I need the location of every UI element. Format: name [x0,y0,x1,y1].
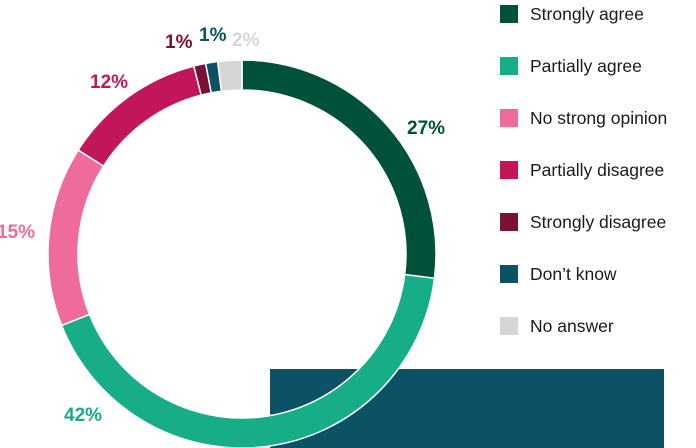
legend-item-no-strong-opinion: No strong opinion [500,107,696,129]
legend-item-partially-agree: Partially agree [500,55,696,77]
legend-swatch-partially-disagree [500,161,518,179]
label-no-answer: 2% [232,30,260,51]
legend-swatch-strongly-disagree [500,213,518,231]
legend-label-partially-disagree: Partially disagree [530,159,665,180]
legend-label-no-strong-opinion: No strong opinion [530,107,668,128]
legend: Strongly agree Partially agree No strong… [500,3,696,367]
legend-swatch-dont-know [500,265,518,283]
donut-slice-no-strong-opinion [47,149,105,327]
legend-item-partially-disagree: Partially disagree [500,159,696,181]
legend-label-strongly-agree: Strongly agree [530,3,644,24]
donut-slices [47,59,437,448]
label-no-strong-opinion: 15% [0,222,35,243]
legend-swatch-no-strong-opinion [500,109,518,127]
legend-item-strongly-agree: Strongly agree [500,3,696,25]
legend-swatch-no-answer [500,317,518,335]
label-partially-disagree: 12% [90,72,128,93]
legend-swatch-strongly-agree [500,5,518,23]
label-partially-agree: 42% [64,405,102,426]
legend-label-strongly-disagree: Strongly disagree [530,211,667,232]
donut-slice-strongly-agree [241,59,437,280]
legend-label-partially-agree: Partially agree [530,55,642,76]
donut-slice-no-answer [216,59,243,93]
legend-label-no-answer: No answer [530,315,614,336]
legend-item-no-answer: No answer [500,315,696,337]
legend-swatch-partially-agree [500,57,518,75]
legend-item-dont-know: Don’t know [500,263,696,285]
legend-label-dont-know: Don’t know [530,263,617,284]
label-strongly-agree: 27% [407,118,445,139]
label-dont-know: 1% [199,25,227,46]
label-strongly-disagree: 1% [165,32,193,53]
percentage-labels: 27% 42% 15% 12% 1% 1% 2% [0,25,445,426]
legend-item-strongly-disagree: Strongly disagree [500,211,696,233]
